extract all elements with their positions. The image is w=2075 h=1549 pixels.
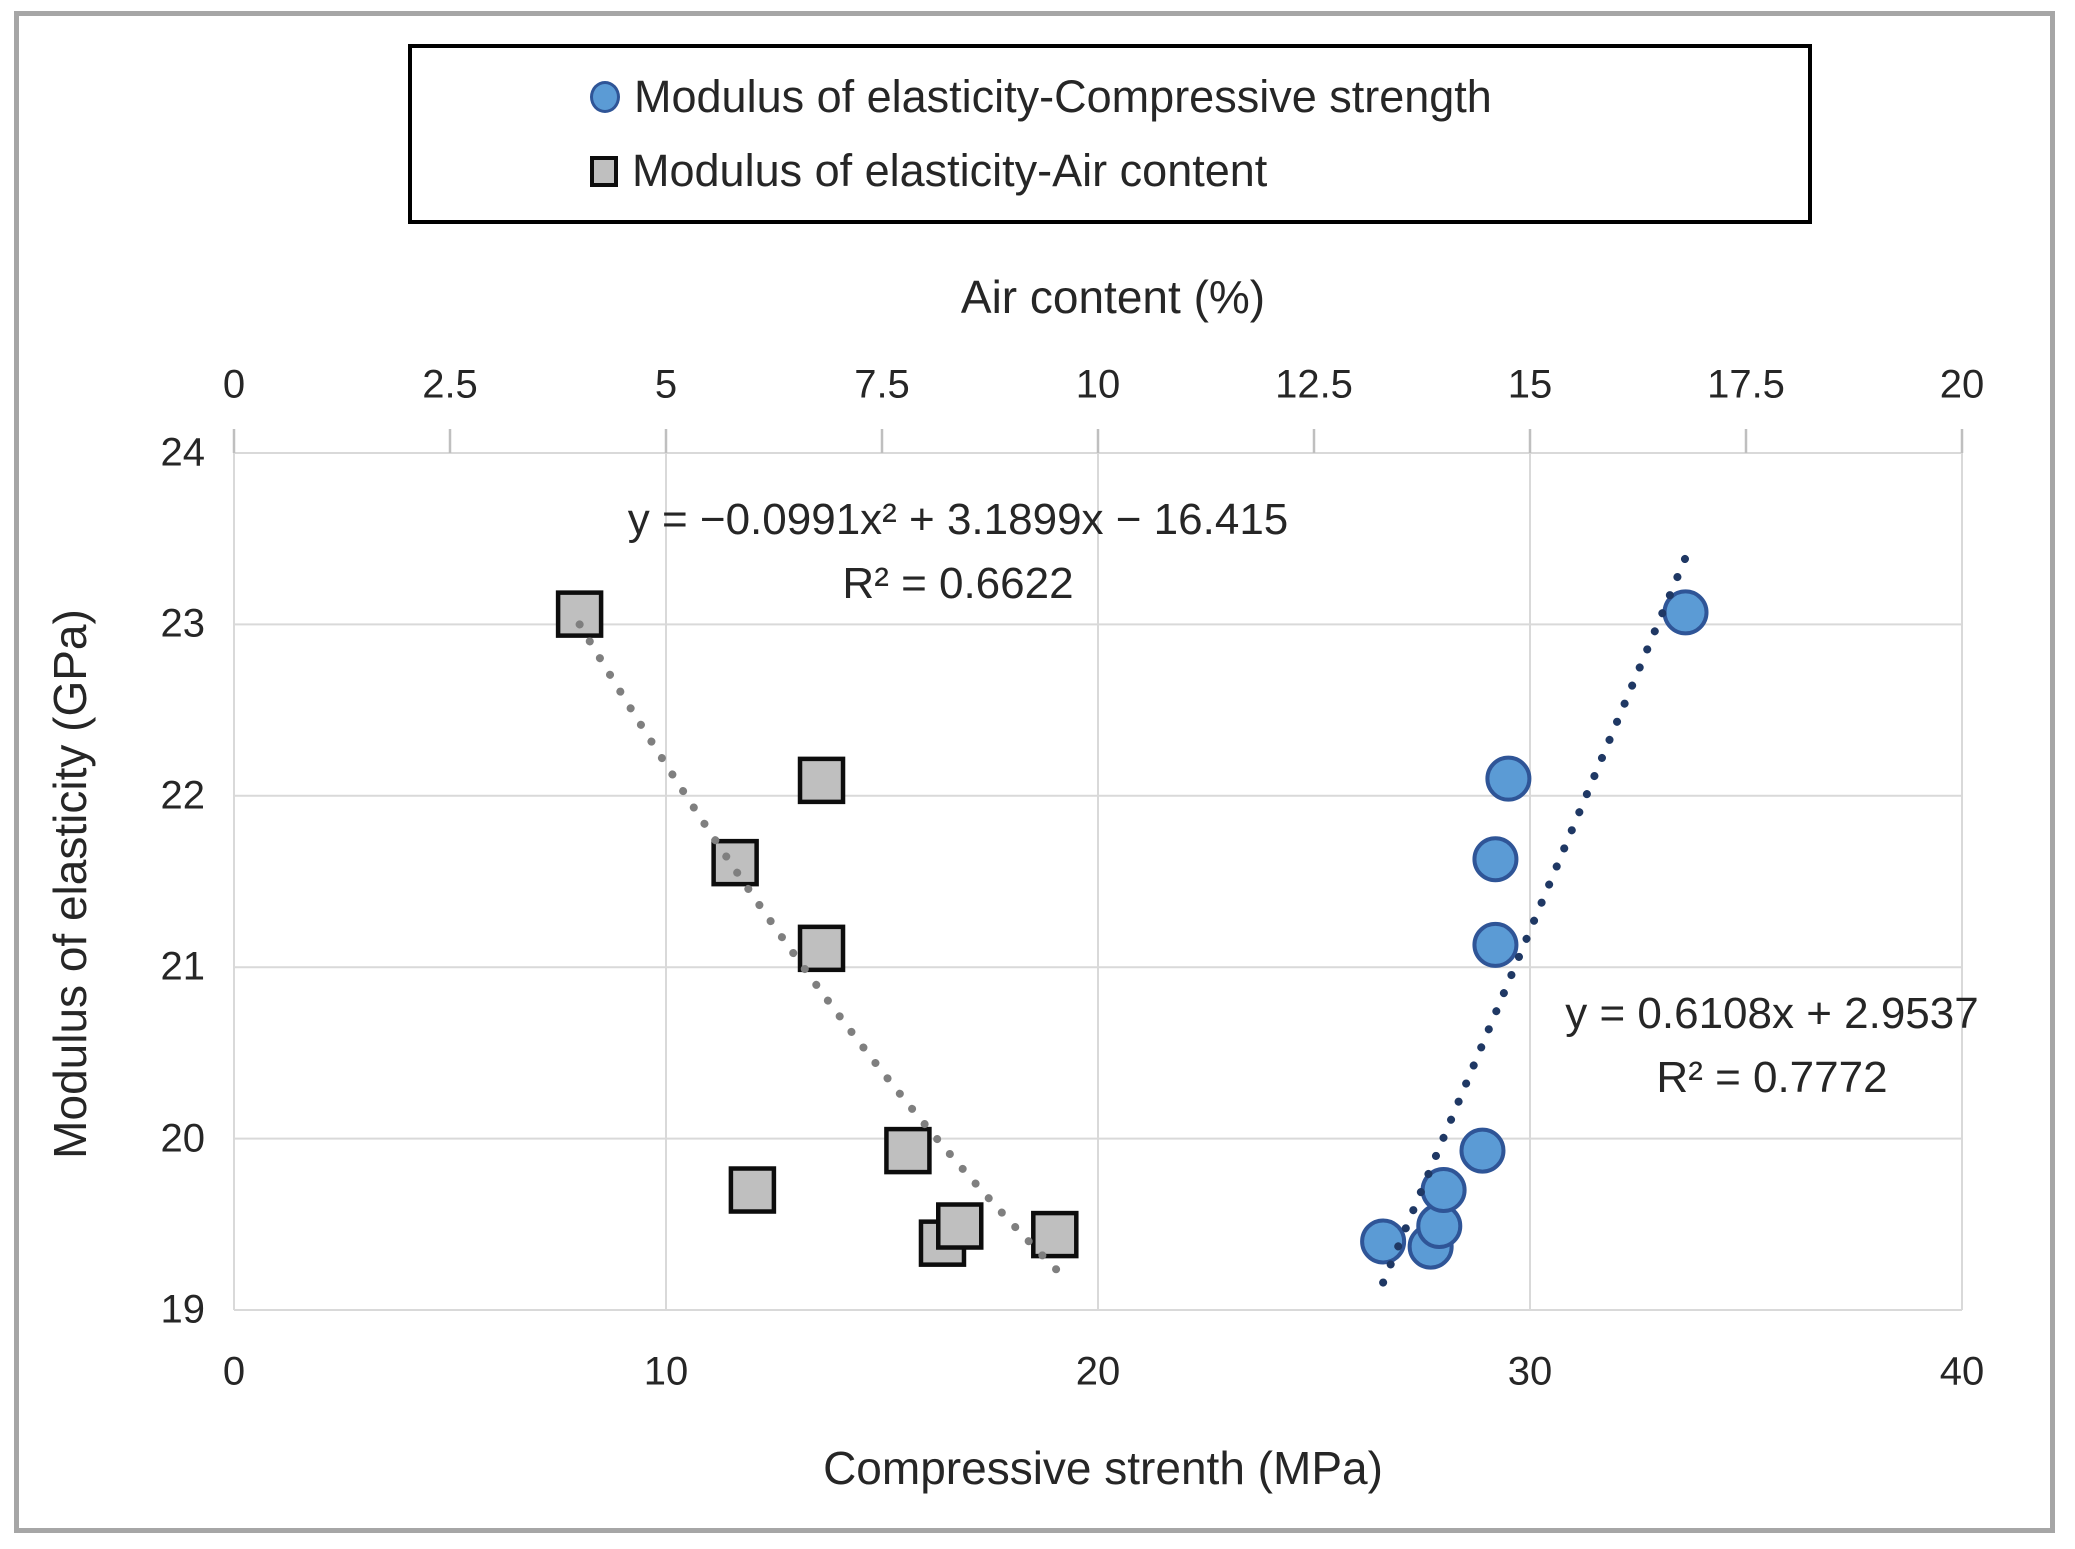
legend-item-compressive-strength[interactable]: Modulus of elasticity-Compressive streng… [590,71,1808,123]
top-axis-tick-label: 7.5 [854,362,910,407]
bottom-axis-tick-label: 10 [643,1349,689,1394]
equation-air-content: y = −0.0991x² + 3.1899x − 16.415 R² = 0.… [628,488,1289,616]
data-point-air[interactable] [555,590,604,638]
equation-compressive-strength: y = 0.6108x + 2.9537 R² = 0.7772 [1565,982,1978,1110]
figure-border [14,11,2055,1533]
square-marker-icon [590,155,618,187]
equation-compressive-r2: R² = 0.7772 [1656,1053,1888,1102]
top-axis-tick-label: 2.5 [422,362,478,407]
bottom-axis-tick-label: 40 [1939,1349,1985,1394]
circle-marker-icon [590,80,620,113]
top-axis-tick-label: 10 [1075,362,1121,407]
y-axis-tick-label: 20 [160,1116,206,1161]
legend-label-compressive: Modulus of elasticity-Compressive streng… [634,70,1492,122]
data-point-air[interactable] [936,1202,984,1250]
data-point-air[interactable] [1031,1210,1079,1259]
trendline-compressive-strength[interactable] [1379,543,1694,1287]
data-point-air[interactable] [728,1166,777,1214]
data-point-compressive[interactable] [1459,1127,1506,1174]
y-axis-title: Modulus of elasticity (GPa) [44,609,96,1159]
top-axis-tick-label: 20 [1939,362,1985,407]
top-axis-title: Air content (%) [960,271,1266,323]
bottom-axis-tick-label: 30 [1507,1349,1553,1394]
trendline-air-content[interactable] [575,620,1064,1277]
data-point-compressive[interactable] [1472,836,1519,883]
equation-compressive-line1: y = 0.6108x + 2.9537 [1565,989,1979,1038]
data-point-compressive[interactable] [1472,921,1519,968]
y-axis-tick-label: 24 [160,430,206,475]
data-point-compressive[interactable] [1485,755,1532,802]
top-axis-tick-label: 0 [222,362,246,407]
legend-label-air: Modulus of elasticity-Air content [632,145,1268,197]
top-axis-tick-label: 15 [1507,362,1553,407]
top-axis-tick-label: 5 [654,362,678,407]
data-point-air[interactable] [711,838,759,887]
y-axis-tick-label: 22 [160,773,206,818]
top-axis-tick-label: 12.5 [1275,362,1353,407]
equation-air-r2: R² = 0.6622 [842,559,1074,608]
y-axis-tick-label: 21 [160,944,206,989]
data-point-compressive[interactable] [1360,1218,1407,1265]
y-axis-tick-label: 19 [160,1287,206,1332]
data-point-air[interactable] [884,1126,932,1175]
legend-item-air-content[interactable]: Modulus of elasticity-Air content [590,145,1808,197]
bottom-axis-tick-label: 0 [222,1349,246,1394]
bottom-axis-tick-label: 20 [1075,1349,1121,1394]
top-axis-tick-label: 17.5 [1707,362,1785,407]
bottom-axis-title: Compressive strenth (MPa) [823,1442,1383,1494]
legend-box: Modulus of elasticity-Compressive streng… [408,44,1812,224]
data-point-air[interactable] [797,924,846,973]
equation-air-line1: y = −0.0991x² + 3.1899x − 16.415 [627,495,1289,544]
data-point-air[interactable] [797,756,846,805]
y-axis-tick-label: 23 [160,601,206,646]
